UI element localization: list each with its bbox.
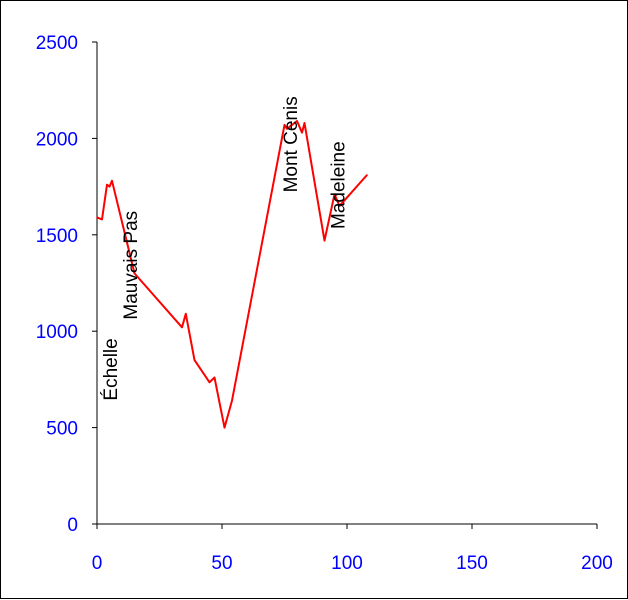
data-point <box>323 239 326 242</box>
data-point <box>301 131 303 134</box>
y-tick-label: 2000 <box>36 129 78 150</box>
annotation-label: Échelle <box>101 338 122 400</box>
data-point <box>133 272 136 275</box>
y-tick-label: 2500 <box>36 33 78 54</box>
annotation-group: Échelle Mauvais Pas Mont Cenis Madeleine <box>101 96 350 400</box>
data-point <box>193 359 196 361</box>
data-point <box>208 381 211 384</box>
series-group <box>96 120 368 429</box>
data-point <box>96 216 98 219</box>
annotation-label: Mauvais Pas <box>121 211 142 320</box>
y-tick-label: 0 <box>67 515 78 536</box>
data-point <box>336 199 338 201</box>
y-tick-label: 1500 <box>36 226 78 247</box>
data-point <box>213 376 216 379</box>
data-point <box>366 174 368 176</box>
y-tick-label: 500 <box>46 419 78 440</box>
x-tick-label: 150 <box>456 553 488 574</box>
data-point <box>333 193 336 196</box>
data-point <box>111 180 113 182</box>
x-tick-label: 100 <box>331 553 363 574</box>
data-point <box>338 205 341 207</box>
data-point <box>303 122 306 124</box>
x-tick-label: 50 <box>211 553 232 574</box>
data-point <box>231 399 233 402</box>
data-point <box>283 124 286 126</box>
x-tick-label: 200 <box>581 553 613 574</box>
data-point <box>181 326 183 329</box>
data-point <box>101 218 103 221</box>
annotation-label: Mont Cenis <box>281 96 302 192</box>
data-point <box>108 185 111 188</box>
y-tick-label: 1000 <box>36 322 78 343</box>
x-tick-label: 0 <box>92 553 103 574</box>
x-axis-ticks: 0 50 100 150 200 <box>92 524 613 574</box>
data-point <box>106 183 108 186</box>
data-point <box>184 313 187 315</box>
data-point <box>286 127 288 130</box>
data-point <box>223 426 226 429</box>
annotation-label: Madeleine <box>329 141 350 229</box>
data-point <box>296 120 298 122</box>
y-axis-ticks: 0 500 1000 1500 2000 2500 <box>36 33 97 536</box>
